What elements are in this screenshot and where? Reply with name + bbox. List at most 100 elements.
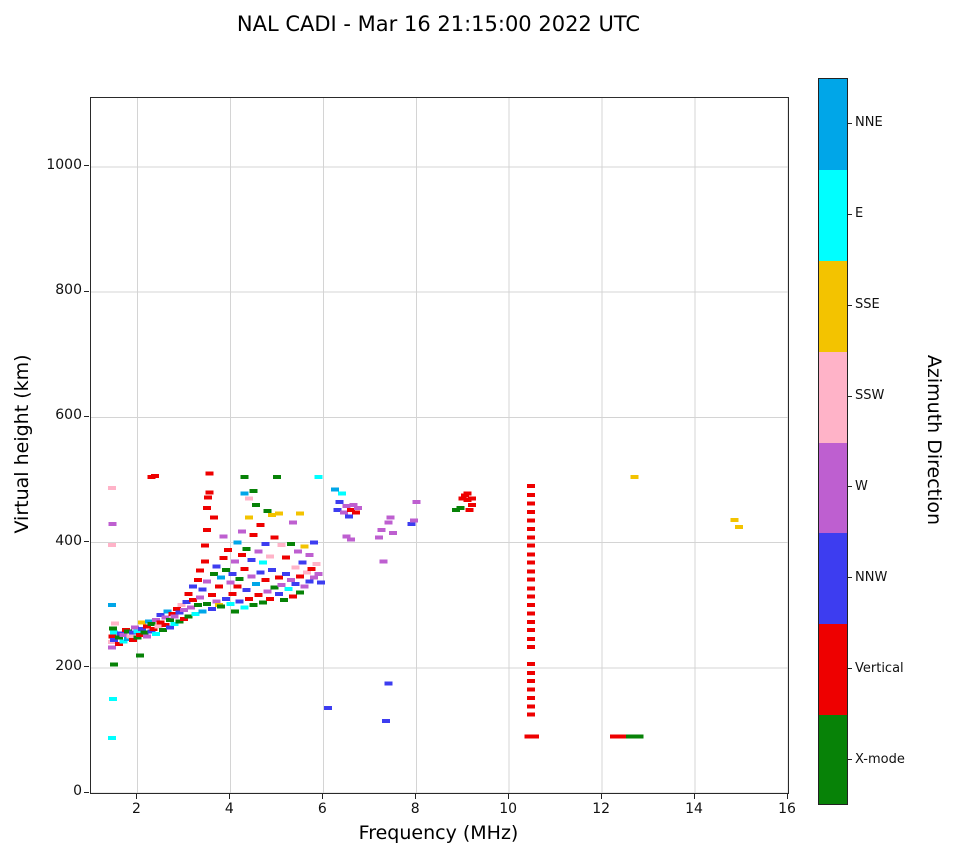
- echo-point: [412, 499, 421, 504]
- echo-point: [635, 734, 644, 739]
- echo-point: [156, 613, 165, 618]
- echo-point: [240, 491, 249, 496]
- echo-point: [730, 518, 739, 522]
- echo-point: [210, 515, 219, 520]
- echo-point: [189, 584, 198, 589]
- echo-point: [409, 518, 418, 523]
- colorbar-tick: [848, 486, 852, 488]
- echo-point: [186, 605, 195, 610]
- x-tick-label: 12: [592, 801, 611, 817]
- x-tick-label: 16: [778, 801, 796, 817]
- colorbar: [818, 78, 848, 805]
- echo-point: [270, 535, 279, 540]
- echo-point: [630, 734, 639, 739]
- echo-point: [170, 621, 179, 626]
- echo-point: [196, 568, 205, 573]
- echo-point: [219, 556, 228, 561]
- echo-point: [261, 541, 270, 546]
- colorbar-tick: [848, 213, 852, 215]
- echo-point: [527, 687, 535, 692]
- echo-point: [375, 535, 384, 540]
- echo-point: [527, 670, 535, 675]
- echo-point: [630, 474, 639, 479]
- y-tick: [84, 541, 89, 543]
- echo-point: [275, 591, 284, 596]
- colorbar-segment-vertical: [819, 624, 847, 716]
- echo-point: [300, 544, 309, 549]
- echo-point: [207, 606, 216, 611]
- echo-point: [219, 534, 228, 539]
- echo-point: [247, 574, 256, 579]
- x-tick-label: 6: [317, 801, 327, 817]
- echo-point: [226, 601, 235, 606]
- echo-point: [231, 609, 239, 614]
- echo-point: [307, 566, 316, 571]
- echo-point: [527, 712, 535, 717]
- echo-point: [193, 578, 202, 583]
- echo-point: [249, 533, 258, 537]
- echo-point: [147, 629, 156, 634]
- echo-point: [245, 596, 253, 601]
- echo-point: [527, 620, 535, 625]
- echo-point: [282, 571, 291, 576]
- echo-point: [289, 520, 298, 525]
- echo-point: [124, 629, 133, 634]
- echo-point: [468, 503, 476, 507]
- y-tick-label: 1000: [46, 156, 82, 173]
- echo-point: [384, 681, 393, 686]
- colorbar-tick: [848, 577, 852, 579]
- x-tick: [321, 794, 323, 799]
- echo-point: [247, 558, 256, 563]
- scatter-plot: [91, 98, 788, 793]
- echo-point: [527, 645, 535, 650]
- echo-point: [275, 575, 284, 580]
- echo-point: [203, 579, 212, 584]
- echo-point: [154, 624, 163, 629]
- echo-point: [149, 627, 158, 631]
- colorbar-tick-label: Vertical: [855, 660, 904, 676]
- echo-point: [468, 496, 476, 501]
- echo-point: [377, 528, 386, 532]
- echo-point: [245, 515, 253, 520]
- echo-point: [233, 584, 242, 589]
- echo-point: [527, 535, 535, 540]
- echo-point: [161, 623, 170, 628]
- echo-point: [126, 634, 135, 639]
- x-tick-label: 10: [499, 801, 518, 817]
- echo-point: [110, 638, 119, 643]
- echo-point: [263, 509, 272, 514]
- colorbar-tick: [848, 668, 852, 670]
- echo-point: [205, 490, 214, 495]
- x-tick-label: 14: [685, 801, 703, 817]
- echo-point: [527, 518, 535, 523]
- echo-point: [133, 629, 142, 634]
- echo-point: [265, 596, 274, 601]
- echo-point: [110, 630, 119, 635]
- echo-point: [163, 609, 172, 614]
- echo-point: [614, 734, 623, 739]
- colorbar-segment-nnw: [819, 533, 847, 625]
- echo-point: [296, 590, 305, 595]
- echo-point: [152, 632, 161, 636]
- echo-point: [344, 514, 353, 519]
- echo-point: [231, 559, 239, 564]
- colorbar-tick: [848, 304, 852, 306]
- echo-point: [527, 637, 535, 641]
- echo-point: [351, 510, 360, 515]
- echo-point: [282, 555, 291, 560]
- echo-point: [221, 596, 230, 601]
- echo-point: [296, 574, 305, 579]
- echo-point: [233, 540, 242, 545]
- echo-point: [527, 560, 535, 565]
- echo-point: [207, 593, 216, 598]
- echo-point: [224, 548, 233, 553]
- echo-point: [189, 598, 198, 603]
- echo-point: [527, 501, 535, 506]
- echo-point: [254, 549, 263, 554]
- echo-point: [524, 734, 533, 739]
- echo-point: [107, 543, 116, 548]
- echo-point: [147, 621, 156, 626]
- echo-point: [212, 599, 221, 604]
- echo-point: [170, 614, 179, 619]
